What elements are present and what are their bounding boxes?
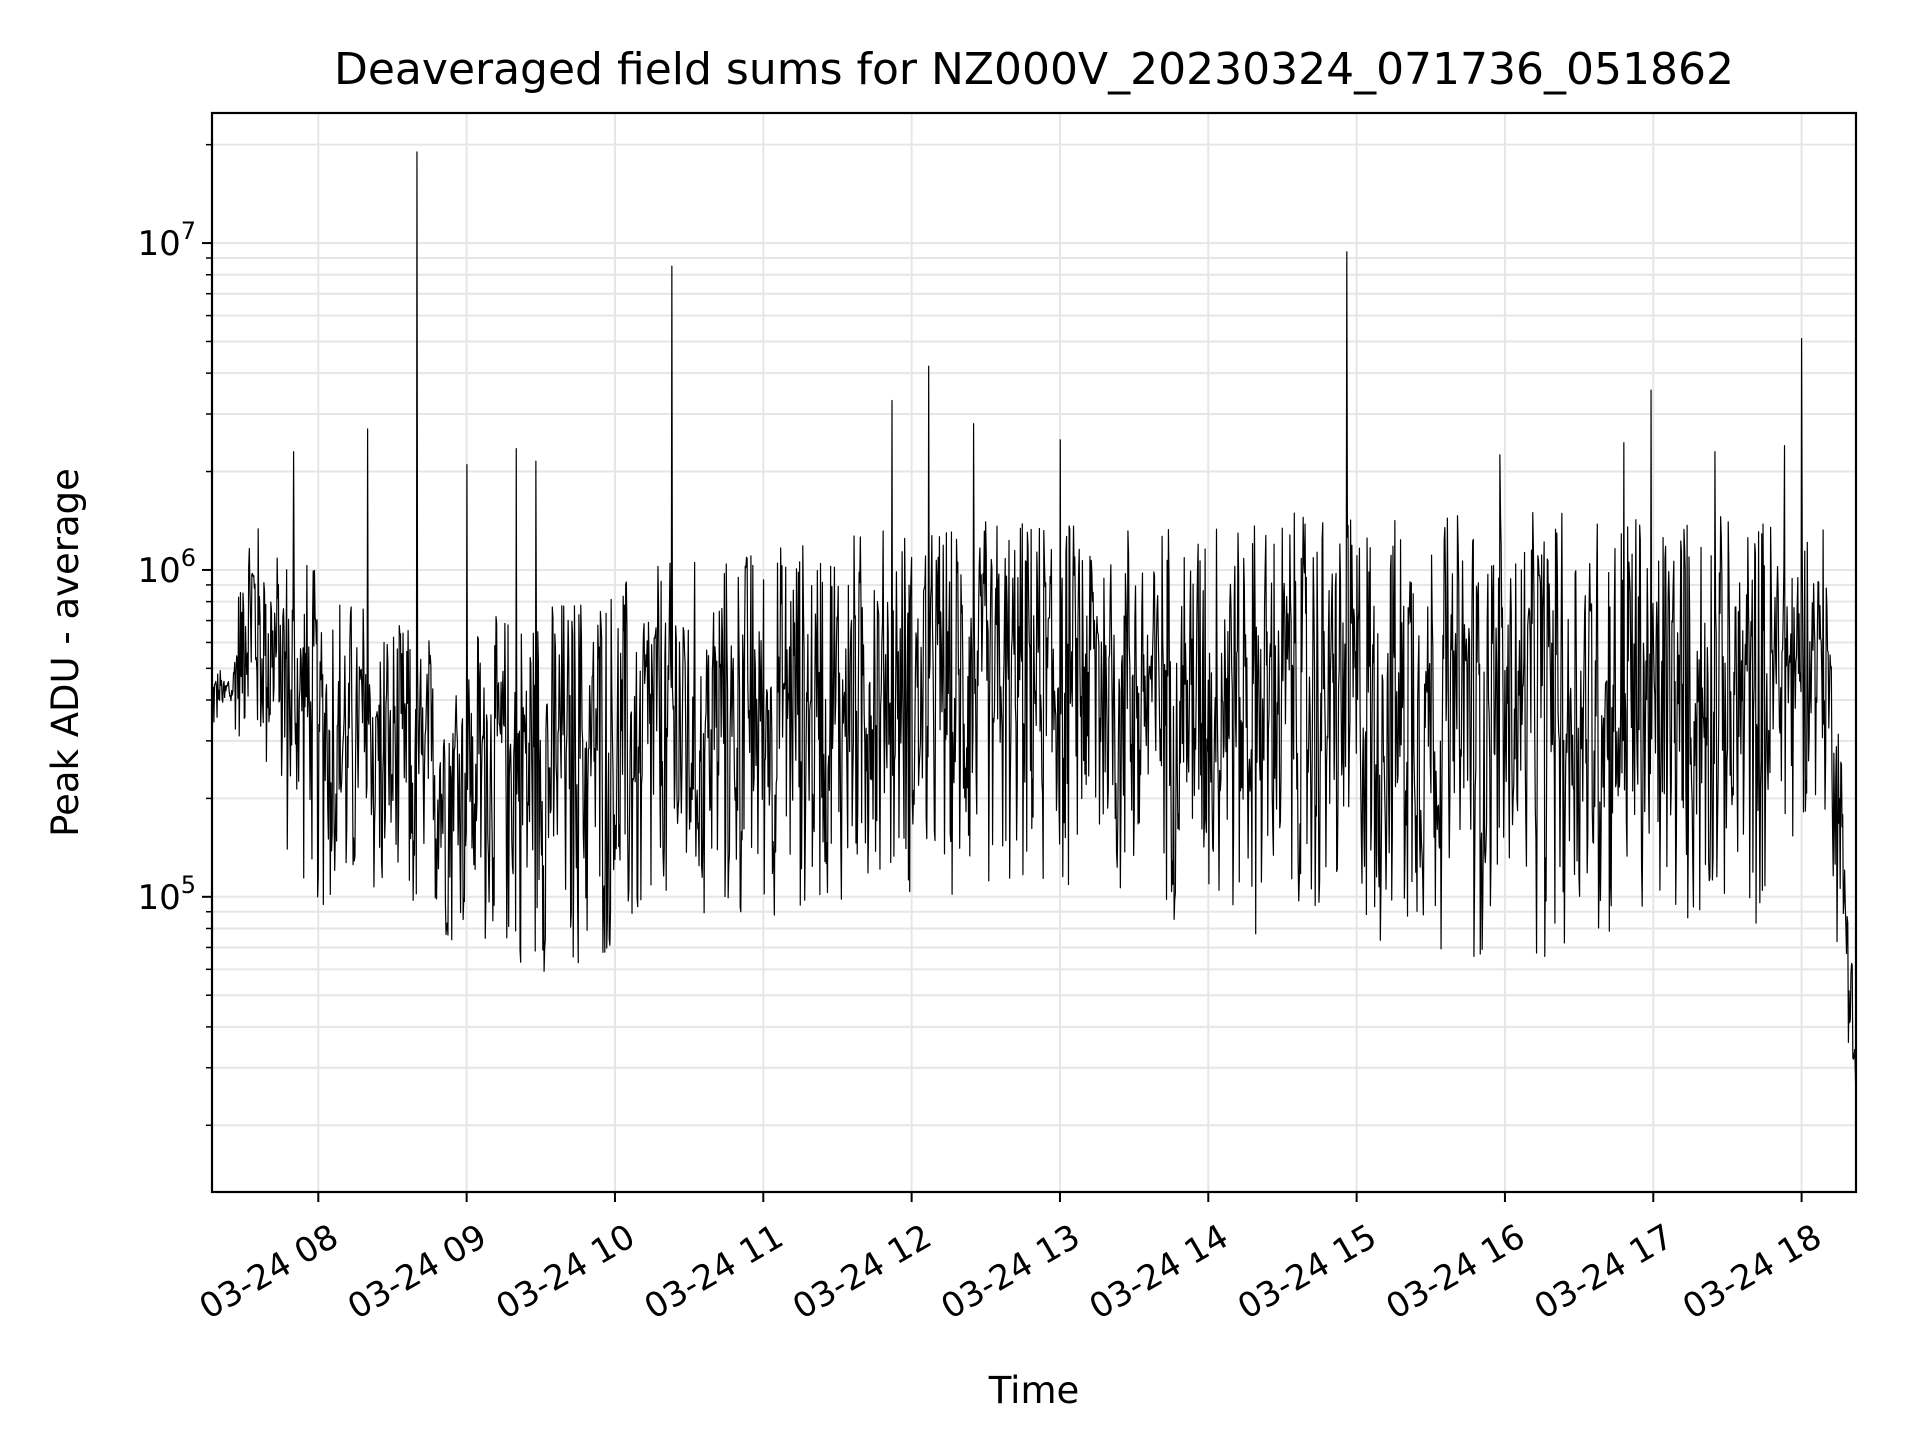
- y-tick-base: 10: [137, 878, 180, 918]
- y-tick-label: 105: [137, 871, 196, 918]
- series-line: [211, 151, 1857, 1101]
- y-tick-exponent: 5: [181, 871, 196, 899]
- y-tick-label: 106: [137, 544, 196, 591]
- chart-title: Deaveraged field sums for NZ000V_2023032…: [334, 44, 1734, 95]
- y-tick-exponent: 6: [181, 544, 196, 572]
- y-tick-label: 107: [137, 217, 196, 264]
- y-axis-label: Peak ADU - average: [44, 468, 87, 837]
- y-tick-exponent: 7: [181, 217, 196, 245]
- plot-frame: [210, 111, 1858, 1194]
- y-tick-base: 10: [137, 224, 180, 264]
- data-layer: [211, 151, 1857, 1101]
- y-tick-base: 10: [137, 551, 180, 591]
- x-axis-label: Time: [988, 1369, 1080, 1412]
